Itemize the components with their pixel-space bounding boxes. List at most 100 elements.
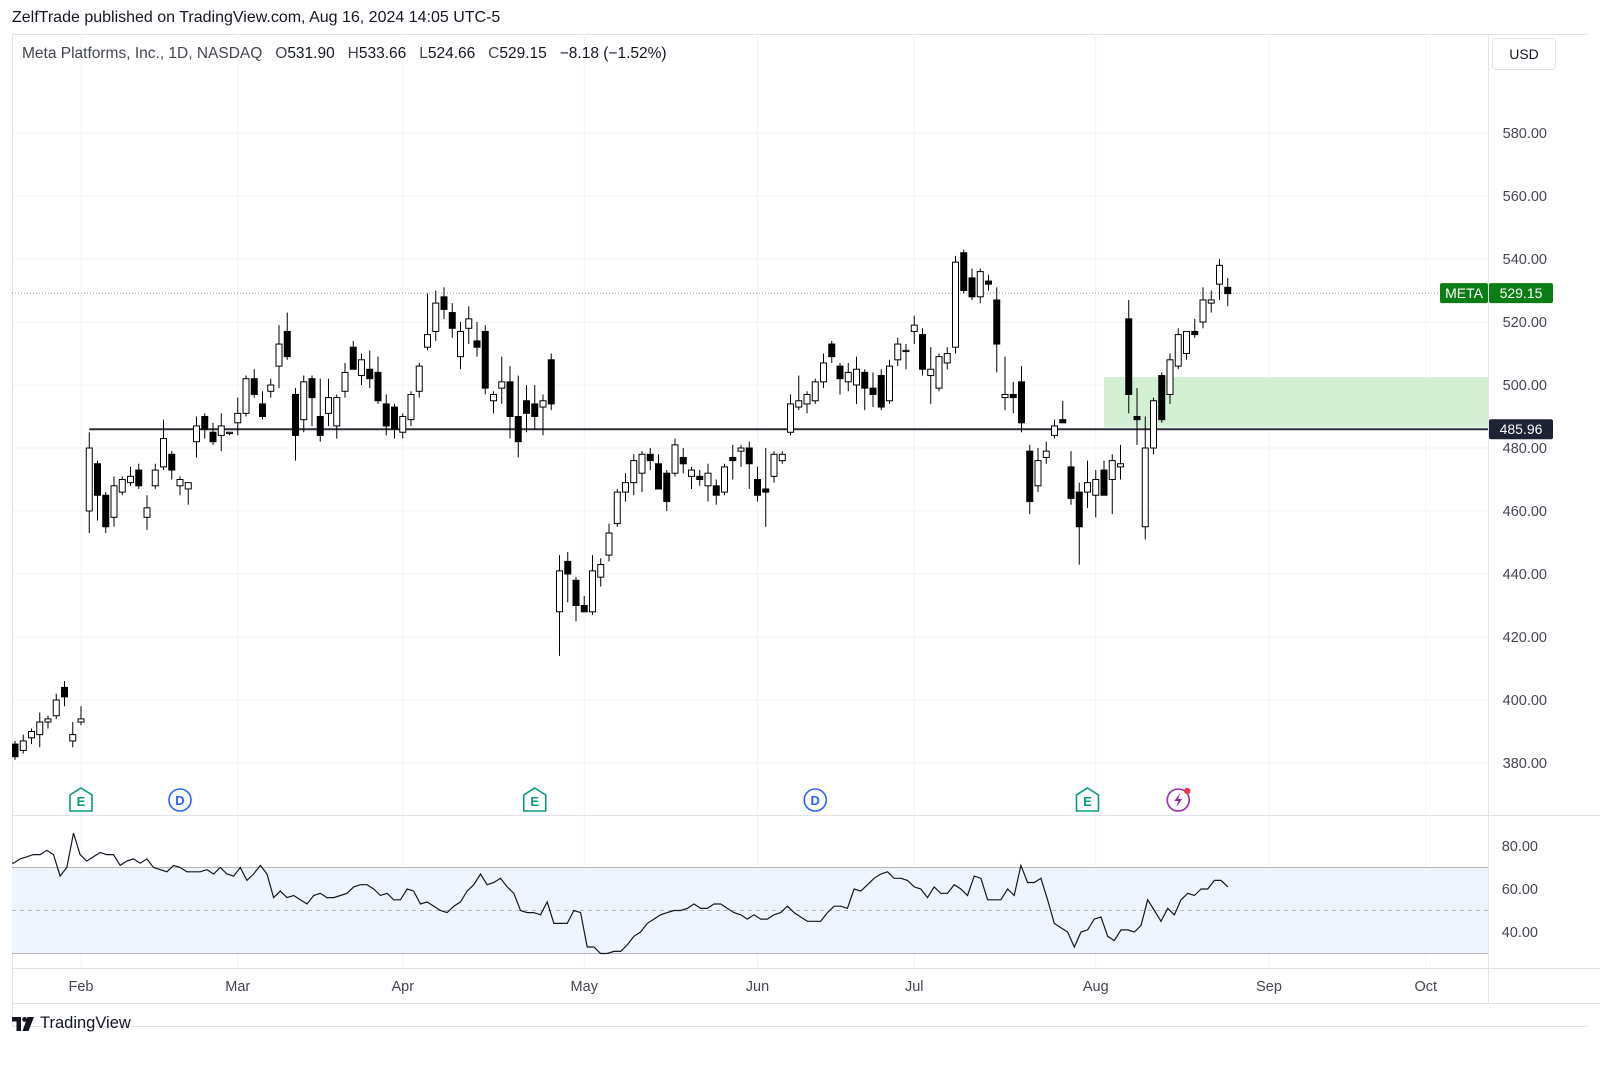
level-tag-bg xyxy=(1489,419,1553,440)
dividend-marker-icon: D xyxy=(803,788,828,812)
low-label: L xyxy=(419,45,428,62)
candle xyxy=(110,476,118,527)
candle xyxy=(894,337,902,367)
tradingview-logo[interactable]: TradingView xyxy=(12,1014,131,1033)
candle xyxy=(787,394,794,436)
candle-body xyxy=(283,330,291,358)
candle-body xyxy=(778,453,786,462)
tradingview-logo-icon xyxy=(12,1016,34,1031)
candle xyxy=(960,249,968,294)
candle xyxy=(877,369,885,411)
candle-body xyxy=(391,406,398,430)
candle-body xyxy=(630,460,638,484)
candle-body xyxy=(737,447,745,452)
candle-body xyxy=(679,456,687,465)
high-value: 533.66 xyxy=(358,45,407,62)
candle xyxy=(1001,356,1009,411)
candle-body xyxy=(209,431,217,443)
dividend-marker-shape xyxy=(803,788,828,812)
candle xyxy=(1150,397,1157,455)
candle-body xyxy=(52,699,60,717)
candle-body xyxy=(1158,375,1166,421)
candle xyxy=(1018,366,1025,433)
lightning-marker-icon xyxy=(1166,787,1191,812)
time-axis-label: Aug xyxy=(1083,979,1109,995)
candle xyxy=(292,388,299,461)
candle xyxy=(473,322,481,357)
candle-body xyxy=(729,456,737,462)
candle-body xyxy=(952,261,959,348)
candle-body xyxy=(1034,460,1042,487)
candle-body xyxy=(836,365,844,380)
earnings-marker-shape xyxy=(522,787,547,812)
time-axis-label: Jun xyxy=(746,979,769,995)
candle xyxy=(316,378,324,442)
candle xyxy=(622,473,629,502)
candle-body xyxy=(1150,400,1157,449)
candle xyxy=(564,551,572,603)
currency-button[interactable]: USD xyxy=(1492,38,1556,70)
candle xyxy=(498,356,506,404)
candle-body xyxy=(94,463,101,496)
tradingview-brand: TradingView xyxy=(40,1014,131,1032)
rsi-tick-label: 80.00 xyxy=(1502,839,1538,855)
candle-body xyxy=(1224,286,1232,295)
earnings-marker-icon: E xyxy=(1075,787,1100,812)
candle-body xyxy=(457,330,464,358)
candle xyxy=(358,353,365,385)
candle xyxy=(333,394,341,439)
price-tick-label: 480.00 xyxy=(1503,441,1547,457)
candle-body xyxy=(267,384,275,392)
time-axis-label: Feb xyxy=(69,979,94,995)
candle-body xyxy=(498,381,506,389)
candle-body xyxy=(539,400,547,408)
candle-body xyxy=(704,472,712,487)
candle xyxy=(630,454,638,496)
candle xyxy=(613,488,621,527)
candle-body xyxy=(580,605,588,613)
candle-body xyxy=(894,343,902,361)
candle-body xyxy=(481,330,489,389)
price-tick-label: 440.00 xyxy=(1503,567,1547,583)
candle xyxy=(432,290,440,341)
candle xyxy=(407,391,415,426)
candle-body xyxy=(688,469,695,477)
candle-body xyxy=(349,346,357,370)
candle xyxy=(160,419,167,471)
candle xyxy=(151,463,159,489)
symbol-name[interactable]: Meta Platforms, Inc., 1D, NASDAQ xyxy=(22,45,263,62)
candle xyxy=(737,444,745,467)
candle-body xyxy=(118,479,126,493)
candle xyxy=(919,328,926,376)
candle xyxy=(712,479,720,505)
candle-body xyxy=(151,469,159,487)
candle xyxy=(1216,259,1223,300)
candle xyxy=(490,391,497,414)
candle xyxy=(531,385,539,430)
dividend-marker-letter: D xyxy=(175,793,184,808)
candle xyxy=(242,375,250,417)
candle xyxy=(135,463,143,489)
candle xyxy=(1009,381,1017,414)
candle xyxy=(1042,441,1050,464)
candle xyxy=(399,413,407,439)
candle-body xyxy=(613,491,621,525)
publisher-line: ZelfTrade published on TradingView.com, … xyxy=(12,9,501,26)
candle-body xyxy=(770,453,778,477)
candle-body xyxy=(143,507,151,518)
candle-body xyxy=(85,447,93,512)
candle-body xyxy=(77,718,85,723)
price-tick-label: 400.00 xyxy=(1503,693,1547,709)
candle-body xyxy=(762,488,770,493)
candle-body xyxy=(12,743,19,758)
candle-body xyxy=(127,475,134,484)
candle xyxy=(745,441,753,489)
candle-body xyxy=(754,479,761,496)
candle-body xyxy=(1125,318,1133,395)
candle xyxy=(523,385,530,433)
candle xyxy=(976,268,984,304)
symbol-legend: Meta Platforms, Inc., 1D, NASDAQ O531.90… xyxy=(22,45,667,63)
price-gridlines xyxy=(12,34,1488,968)
candle-body xyxy=(811,381,819,402)
